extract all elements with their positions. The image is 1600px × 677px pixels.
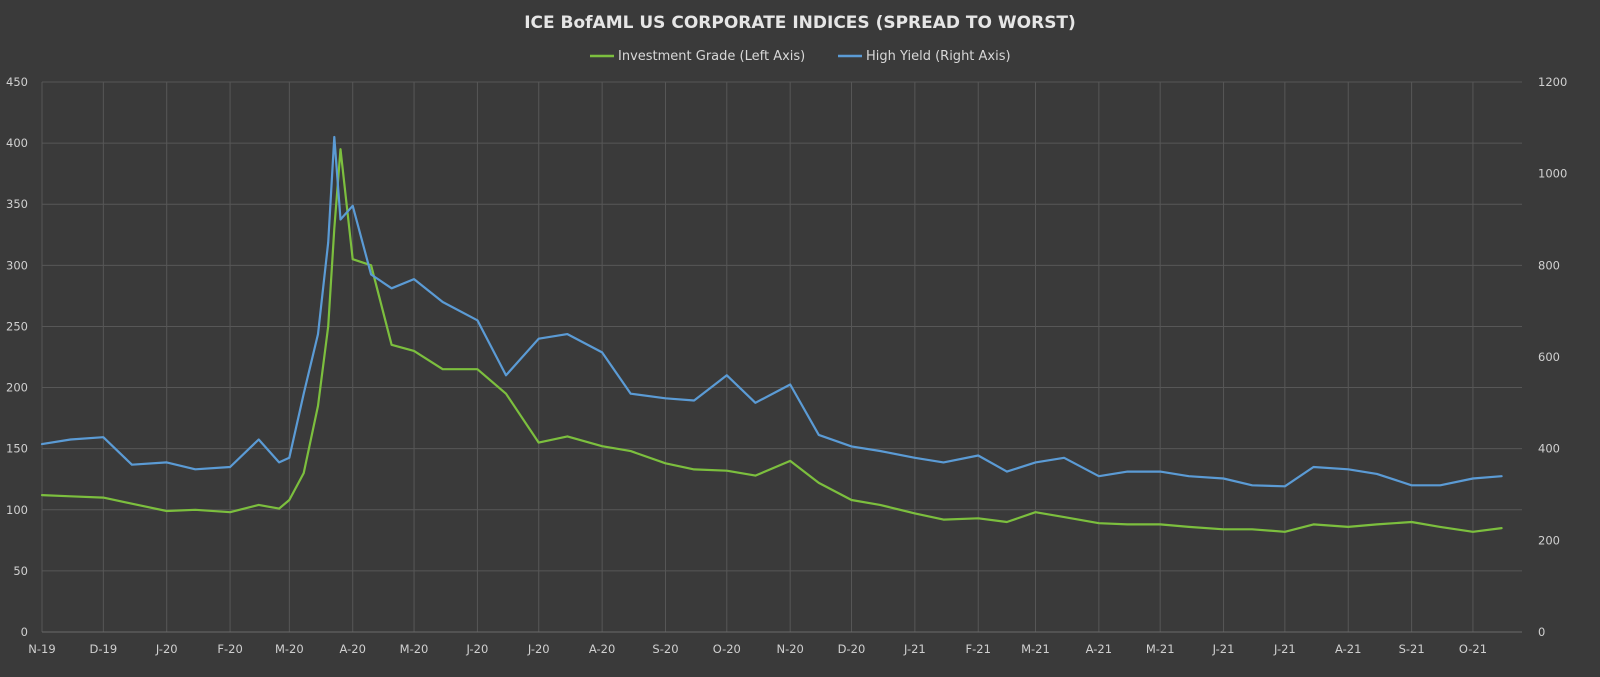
legend-label-high-yield: High Yield (Right Axis) — [866, 49, 1011, 64]
right-tick-label: 600 — [1538, 350, 1560, 364]
left-tick-label: 0 — [21, 625, 28, 639]
left-tick-label: 50 — [13, 564, 28, 578]
x-tick-label: J-21 — [903, 642, 926, 656]
right-tick-label: 0 — [1538, 625, 1545, 639]
left-tick-label: 250 — [6, 319, 28, 333]
left-tick-label: 150 — [6, 442, 28, 456]
legend: Investment Grade (Left Axis) High Yield … — [590, 49, 1011, 64]
x-tick-label: J-20 — [155, 642, 178, 656]
x-tick-label: A-21 — [1335, 642, 1361, 656]
x-tick-label: J-21 — [1212, 642, 1235, 656]
right-tick-label: 1000 — [1538, 167, 1567, 181]
x-axis: N-19 D-19 J-20 F-20 M-20 A-20 M-20 J-20 J-20 A-20… — [28, 631, 1522, 656]
grid — [41, 81, 1522, 633]
x-tick-label: J-20 — [527, 642, 550, 656]
right-tick-label: 800 — [1538, 258, 1560, 272]
chart-title: ICE BofAML US CORPORATE INDICES (SPREAD … — [524, 13, 1076, 33]
x-tick-label: D-20 — [838, 642, 866, 656]
right-tick-label: 1200 — [1538, 75, 1567, 89]
x-tick-label: J-20 — [466, 642, 489, 656]
left-tick-label: 400 — [6, 136, 28, 150]
x-tick-label: A-20 — [589, 642, 615, 656]
right-tick-label: 200 — [1538, 533, 1560, 547]
x-tick-label: F-20 — [217, 642, 242, 656]
x-tick-label: N-20 — [776, 642, 803, 656]
x-tick-label: A-21 — [1086, 642, 1112, 656]
series-line-high-yield — [40, 135, 1503, 488]
x-tick-label: S-20 — [652, 642, 678, 656]
x-tick-label: A-20 — [340, 642, 366, 656]
x-tick-label: O-20 — [713, 642, 741, 656]
left-tick-label: 200 — [6, 381, 28, 395]
left-tick-label: 300 — [6, 258, 28, 272]
left-y-axis: 0 50 100 150 200 250 300 350 400 450 — [6, 75, 28, 639]
x-tick-label: M-21 — [1021, 642, 1050, 656]
x-tick-label: M-20 — [400, 642, 429, 656]
x-tick-label: O-21 — [1459, 642, 1487, 656]
right-y-axis: 0 200 400 600 800 1000 1200 — [1538, 75, 1567, 639]
series-line-investment-grade — [40, 148, 1503, 533]
right-tick-label: 400 — [1538, 442, 1560, 456]
x-tick-label: M-20 — [275, 642, 304, 656]
left-tick-label: 350 — [6, 197, 28, 211]
x-tick-label: S-21 — [1399, 642, 1425, 656]
x-tick-label: N-19 — [28, 642, 55, 656]
x-tick-label: D-19 — [90, 642, 118, 656]
series-layer — [40, 135, 1503, 533]
left-tick-label: 100 — [6, 503, 28, 517]
x-tick-label: F-21 — [966, 642, 991, 656]
x-tick-label: J-21 — [1273, 642, 1296, 656]
x-tick-label: M-21 — [1146, 642, 1175, 656]
left-tick-label: 450 — [6, 75, 28, 89]
legend-label-investment-grade: Investment Grade (Left Axis) — [618, 49, 805, 64]
